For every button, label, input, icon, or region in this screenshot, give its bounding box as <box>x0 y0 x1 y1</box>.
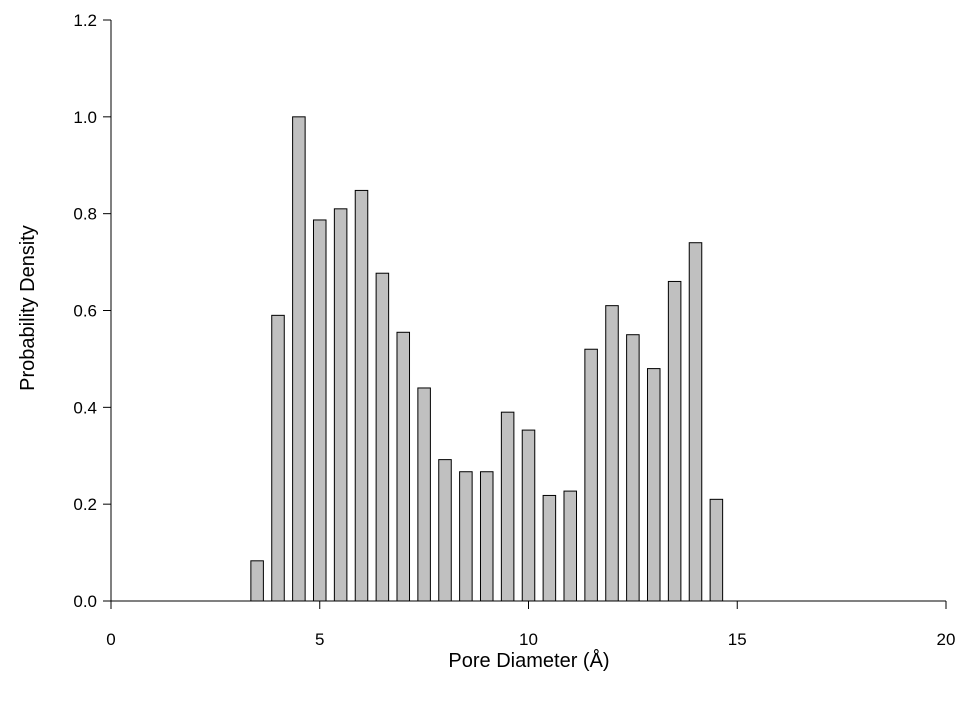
bar <box>521 429 536 602</box>
y-tick-label: 1.2 <box>73 11 97 30</box>
x-tick-label: 0 <box>106 630 115 649</box>
x-axis-ticks: 0 5 10 15 20 <box>106 601 955 649</box>
bar <box>375 272 390 602</box>
bar <box>250 560 264 602</box>
x-tick-label: 15 <box>728 630 747 649</box>
bar <box>709 498 724 602</box>
y-axis-title: Probability Density <box>17 225 39 391</box>
bar <box>605 305 619 602</box>
bar <box>584 348 598 602</box>
bar <box>479 471 494 602</box>
bar <box>333 208 348 602</box>
bar <box>292 116 306 602</box>
y-tick-label: 0.8 <box>73 205 97 224</box>
bar <box>417 387 431 602</box>
y-tick-label: 0.4 <box>73 398 97 417</box>
bar <box>312 219 327 602</box>
bar <box>688 242 703 602</box>
bar <box>354 189 369 602</box>
bar-series <box>250 116 724 602</box>
x-axis-title: Pore Diameter (Å) <box>448 649 609 672</box>
y-tick-label: 0.6 <box>73 302 97 321</box>
bar <box>646 368 661 602</box>
x-tick-label: 10 <box>519 630 538 649</box>
bar <box>563 490 578 602</box>
y-tick-label: 0.0 <box>73 592 97 611</box>
bar <box>667 280 682 602</box>
y-axis-ticks: 0.0 0.2 0.4 0.6 0.8 1.0 1.2 <box>73 11 111 611</box>
x-tick-label: 20 <box>937 630 956 649</box>
bar <box>542 494 557 602</box>
bar <box>459 471 473 602</box>
x-tick-label: 5 <box>315 630 324 649</box>
bar <box>271 314 285 602</box>
bar <box>500 411 515 602</box>
y-tick-label: 0.2 <box>73 495 97 514</box>
bar <box>396 331 411 602</box>
y-tick-label: 1.0 <box>73 108 97 127</box>
bar <box>438 459 452 602</box>
bar <box>626 334 640 602</box>
